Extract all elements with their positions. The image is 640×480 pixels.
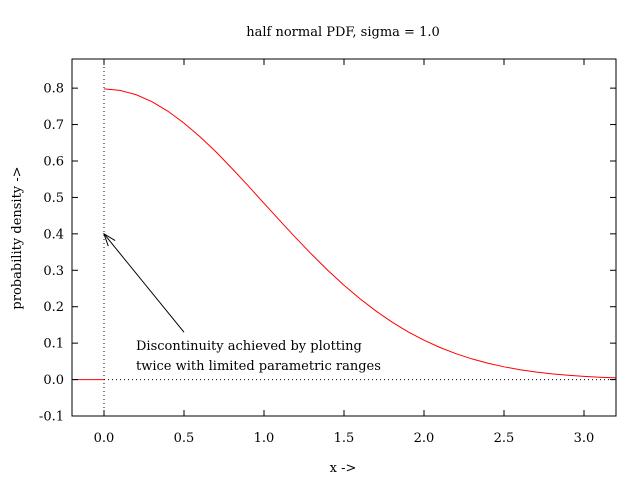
y-tick-label: 0.8 bbox=[43, 82, 64, 97]
y-tick-label: 0.5 bbox=[43, 191, 64, 206]
x-tick-label: 2.5 bbox=[494, 431, 515, 446]
annotation-text-line: Discontinuity achieved by plotting bbox=[136, 339, 362, 354]
x-tick-label: 2.0 bbox=[414, 431, 435, 446]
x-tick-label: 0.5 bbox=[174, 431, 195, 446]
x-tick-label: 1.0 bbox=[254, 431, 275, 446]
y-tick-label: 0.3 bbox=[43, 264, 64, 279]
x-tick-label: 0.0 bbox=[94, 431, 115, 446]
axis-ticks: 0.0 0.5 1.0 1.5 2.0 2.5 3.0 -0.1 0.0 0.1 0.2 0.3 0.4… bbox=[39, 59, 616, 446]
annotation-text-line: twice with limited parametric ranges bbox=[136, 359, 381, 374]
x-tick-label: 3.0 bbox=[574, 431, 595, 446]
series-lines bbox=[72, 88, 617, 381]
annotation-arrow-shaft bbox=[103, 233, 185, 333]
chart-title: half normal PDF, sigma = 1.0 bbox=[246, 25, 440, 40]
y-tick-label: 0.7 bbox=[43, 118, 64, 133]
x-axis-label: x -> bbox=[330, 461, 357, 476]
y-tick-label: 0.6 bbox=[43, 155, 64, 170]
reference-lines bbox=[103, 59, 616, 416]
pdf-curve-line bbox=[103, 88, 617, 379]
annotation-arrow-head bbox=[103, 232, 116, 247]
y-tick-label: -0.1 bbox=[39, 410, 64, 425]
y-tick-label: 0.1 bbox=[43, 337, 64, 352]
y-tick-label: 0.2 bbox=[43, 300, 64, 315]
annotations: Discontinuity achieved by plotting twice … bbox=[103, 232, 381, 374]
x-tick-label: 1.5 bbox=[334, 431, 355, 446]
y-tick-label: 0.0 bbox=[43, 373, 64, 388]
y-axis-label: probability density -> bbox=[10, 166, 25, 309]
y-tick-label: 0.4 bbox=[43, 227, 64, 242]
